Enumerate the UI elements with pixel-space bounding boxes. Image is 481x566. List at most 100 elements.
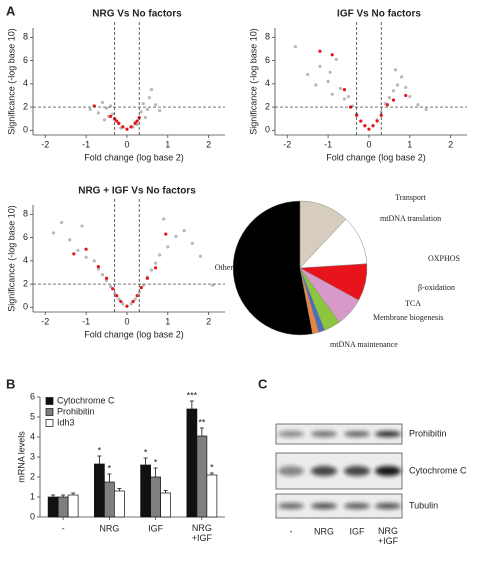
data-point xyxy=(141,283,145,287)
data-point xyxy=(76,248,80,252)
data-point xyxy=(84,247,88,251)
data-point xyxy=(342,97,347,101)
bar xyxy=(206,474,218,518)
panel-label: B xyxy=(6,376,15,391)
data-point xyxy=(371,124,375,128)
data-point xyxy=(137,290,141,294)
blot-lane-label: NRG +IGF xyxy=(378,526,399,546)
data-point xyxy=(158,108,162,113)
data-point xyxy=(100,273,105,277)
significance: * xyxy=(144,447,148,457)
data-point xyxy=(139,110,143,114)
significance: * xyxy=(210,462,214,472)
data-point xyxy=(395,83,400,87)
x-tick-label: -2 xyxy=(41,316,49,326)
data-point xyxy=(164,232,168,236)
blot-band xyxy=(344,503,370,509)
data-point xyxy=(330,92,334,96)
x-tick-label: -1 xyxy=(82,139,90,149)
data-point xyxy=(334,57,338,62)
blot-band xyxy=(311,503,337,509)
data-point xyxy=(408,95,412,99)
data-point xyxy=(149,268,154,272)
data-point xyxy=(104,106,109,110)
chart-title: NRG Vs No factors xyxy=(92,9,182,20)
data-point xyxy=(92,259,96,263)
data-point xyxy=(88,107,92,112)
y-tick-label: 2 xyxy=(23,278,28,288)
data-point xyxy=(80,224,84,228)
data-point xyxy=(162,217,166,221)
x-tick-label: 1 xyxy=(165,316,170,326)
blot-lane-label: NRG xyxy=(314,526,334,536)
y-tick-label: 0 xyxy=(265,125,270,135)
data-point xyxy=(125,127,129,131)
pie-label: mtDNA translation xyxy=(380,214,441,223)
x-tick-label: -2 xyxy=(283,139,291,149)
data-point xyxy=(424,107,428,112)
data-point xyxy=(379,110,383,114)
data-point xyxy=(318,49,322,53)
y-tick-label: 6 xyxy=(265,55,270,65)
y-tick-label: 8 xyxy=(265,32,270,42)
legend-swatch xyxy=(45,408,54,416)
data-point xyxy=(338,86,342,91)
x-tick-label: NRG xyxy=(99,523,119,533)
blot-lane-label: IGF xyxy=(350,526,366,536)
x-tick-label: 0 xyxy=(124,139,129,149)
x-tick-label: 1 xyxy=(407,139,412,149)
data-point xyxy=(355,113,359,117)
data-point xyxy=(92,104,96,108)
bar xyxy=(94,463,105,518)
y-tick-label: 8 xyxy=(23,209,28,219)
data-point xyxy=(139,285,143,290)
x-axis-label: Fold change (log base 2) xyxy=(84,152,184,162)
data-point xyxy=(293,45,298,49)
data-point xyxy=(109,284,113,289)
data-point xyxy=(115,119,119,123)
data-point xyxy=(346,95,351,99)
data-point xyxy=(59,220,64,225)
data-point xyxy=(367,127,371,131)
data-point xyxy=(379,113,383,117)
significance: *** xyxy=(187,390,198,400)
blot-band xyxy=(375,431,401,437)
data-point xyxy=(141,101,145,106)
data-point xyxy=(135,119,139,123)
data-point xyxy=(119,299,123,304)
data-point xyxy=(375,119,379,123)
data-point xyxy=(190,241,194,245)
data-point xyxy=(342,88,347,92)
x-axis-label: Fold change (log base 2) xyxy=(326,152,426,162)
y-tick-label: 4 xyxy=(30,431,35,441)
data-point xyxy=(96,111,100,115)
data-point xyxy=(198,254,203,258)
data-point xyxy=(330,53,334,57)
data-point xyxy=(117,121,121,125)
data-point xyxy=(404,85,408,89)
data-point xyxy=(84,255,88,259)
x-tick-label: -2 xyxy=(41,139,49,149)
data-point xyxy=(149,88,154,92)
legend-swatch xyxy=(45,397,54,405)
y-tick-label: 6 xyxy=(23,55,28,65)
legend-swatch xyxy=(45,419,54,427)
data-point xyxy=(133,121,137,125)
x-tick-label: 0 xyxy=(366,139,371,149)
data-point xyxy=(135,294,139,298)
bar xyxy=(67,494,79,518)
significance: * xyxy=(154,457,158,467)
y-tick-label: 0 xyxy=(30,511,35,521)
y-tick-label: 1 xyxy=(30,491,35,501)
data-point xyxy=(306,72,310,77)
data-point xyxy=(153,266,158,270)
blot-row-label: Prohibitin xyxy=(409,428,447,438)
data-point xyxy=(391,98,396,102)
data-point xyxy=(211,283,215,287)
y-tick-label: 4 xyxy=(265,78,270,88)
y-axis-label: Significance (-log base 10) xyxy=(248,28,258,135)
significance: ** xyxy=(198,417,206,427)
data-point xyxy=(158,253,162,257)
bar xyxy=(160,492,171,518)
